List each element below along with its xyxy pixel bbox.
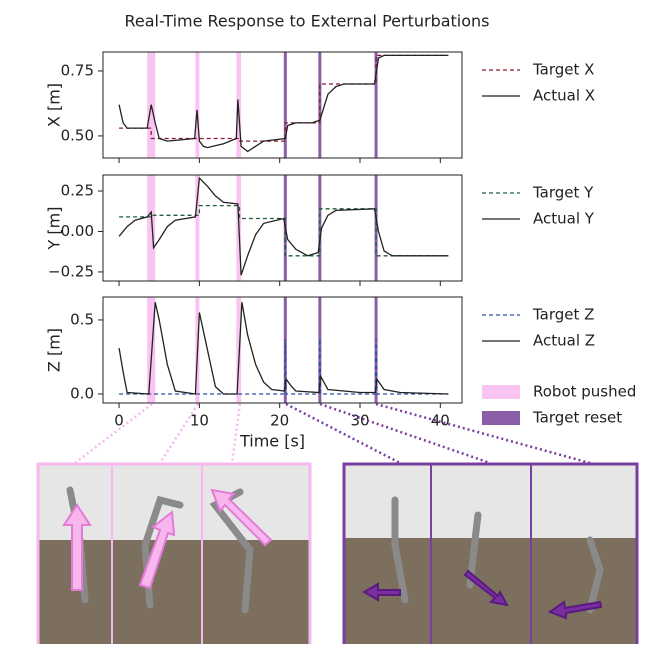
robot-arm	[466, 511, 482, 589]
legend-swatch	[482, 385, 520, 399]
y-tick-label: −0.25	[48, 262, 94, 280]
y-axis-label: X [m]	[45, 83, 64, 127]
legend-label: Target X	[532, 61, 594, 79]
series-line	[118, 54, 449, 153]
legend-label: Target Y	[532, 184, 594, 202]
series-line	[119, 204, 449, 257]
connector	[375, 402, 591, 465]
sky	[344, 464, 637, 540]
x-tick-label: 30	[350, 412, 369, 430]
robot-arm	[586, 536, 604, 614]
y-tick-label: 0.00	[61, 222, 94, 240]
plot-frame	[102, 174, 463, 282]
push-span	[147, 297, 156, 403]
reset-snapshots	[342, 462, 639, 648]
y-tick-label: 0.0	[70, 384, 94, 402]
series-line	[118, 176, 449, 276]
series-line	[119, 54, 449, 142]
arrow	[547, 600, 603, 620]
connector	[230, 403, 242, 464]
x-tick-label: 0	[114, 412, 124, 430]
x-axis-label: Time [s]	[239, 432, 305, 451]
push-span	[236, 297, 242, 403]
y-tick-label: 0.25	[61, 182, 94, 200]
arrow	[62, 503, 92, 591]
legend-label: Target reset	[532, 409, 622, 427]
arrow	[210, 488, 273, 547]
legend-label: Target Z	[532, 306, 594, 324]
x-tick-label: 20	[270, 412, 289, 430]
y-tick-label: 0.5	[70, 310, 94, 328]
y-tick-label: 0.75	[61, 61, 94, 79]
reset-arrows	[361, 569, 603, 620]
push-span	[147, 175, 156, 281]
arrow	[361, 582, 401, 602]
plot-frame	[102, 51, 463, 159]
series-line	[118, 302, 449, 395]
y-axis-label: Z [m]	[45, 328, 64, 372]
push-arrows	[62, 488, 273, 591]
push-snapshots	[36, 462, 312, 648]
figure-title: Real-Time Response to External Perturbat…	[124, 12, 489, 31]
series-line	[119, 339, 449, 395]
legend-label: Actual Y	[533, 210, 595, 228]
connector	[74, 403, 153, 464]
plot-frame	[102, 296, 463, 404]
connector	[285, 402, 401, 465]
robots	[391, 496, 604, 614]
y-axis-label: Y [m]	[45, 207, 64, 251]
arrow	[463, 569, 509, 607]
legend-label: Actual Z	[533, 332, 595, 350]
x-tick-label: 10	[190, 412, 209, 430]
push-span	[195, 52, 200, 158]
legend-label: Robot pushed	[533, 383, 636, 401]
y-tick-label: 0.50	[61, 126, 94, 144]
push-span	[195, 175, 200, 281]
connector	[158, 403, 200, 464]
connectors	[74, 402, 591, 465]
robot-arm	[391, 496, 409, 604]
legend-swatch	[482, 411, 520, 425]
legend-label: Actual X	[533, 87, 595, 105]
arrow	[138, 510, 176, 590]
